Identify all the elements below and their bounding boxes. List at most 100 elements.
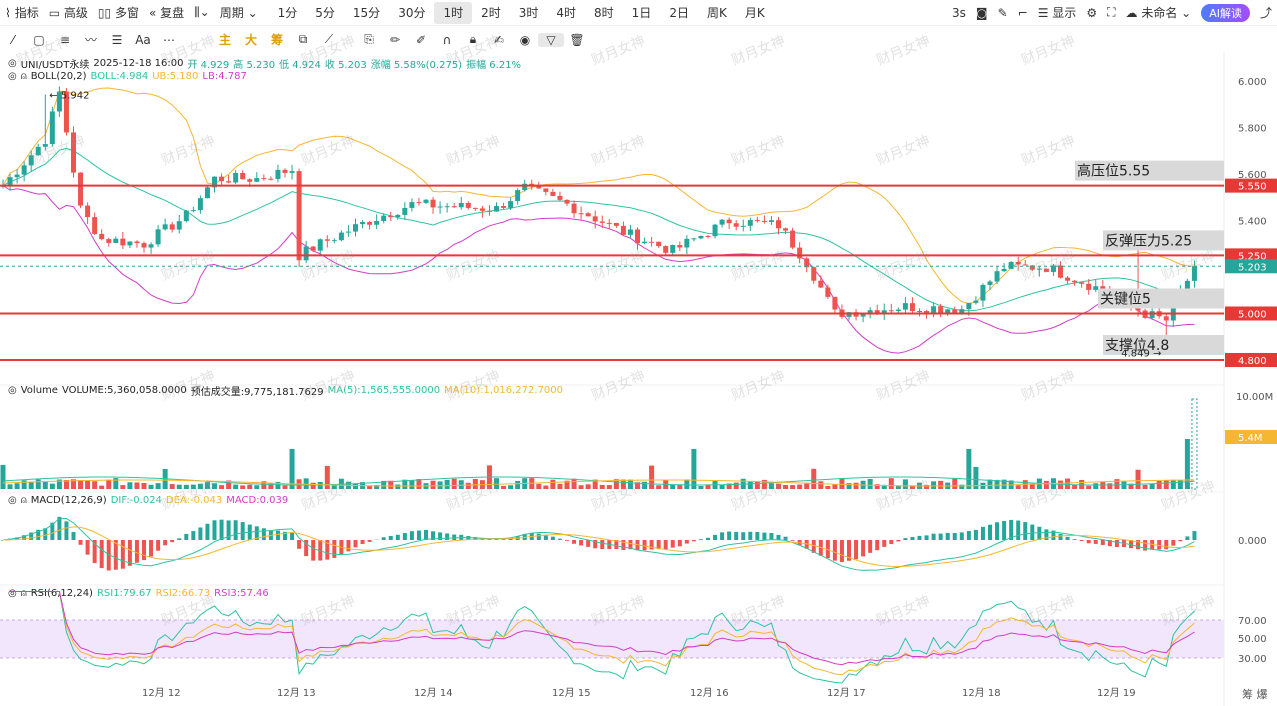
pencil-icon[interactable]: ✏ xyxy=(389,32,401,47)
advanced-button[interactable]: ▭ 高级 xyxy=(44,2,93,24)
main-force-button[interactable]: 主 xyxy=(218,33,231,47)
candle-body xyxy=(444,206,450,208)
interval-tab[interactable]: 2时 xyxy=(481,6,501,20)
interval-tab[interactable]: 1日 xyxy=(631,6,652,20)
candle-body xyxy=(21,165,27,175)
display-button[interactable]: ☰ 显示 xyxy=(1033,2,1082,24)
pen-icon[interactable]: ✎ xyxy=(997,5,1008,20)
interval-tab[interactable]: 2日 xyxy=(669,6,689,20)
candle-body xyxy=(437,206,443,208)
interval-tab[interactable]: 15分 xyxy=(352,6,381,20)
candle-body xyxy=(176,221,182,230)
interval-tab[interactable]: 4时 xyxy=(556,6,577,20)
chart-type-button[interactable]: ⫼⌄ xyxy=(189,2,215,24)
trash-icon[interactable]: 🗑︎ xyxy=(569,32,585,47)
volume-bar xyxy=(134,482,140,489)
chip-button[interactable]: 筹 xyxy=(270,33,283,47)
eye-icon[interactable]: ◎ xyxy=(8,71,17,82)
volume-bar xyxy=(924,485,930,489)
macd-bar xyxy=(43,528,48,540)
eye-icon[interactable]: ◎ xyxy=(8,58,17,69)
cloud-save-button[interactable]: ☁ 未命名 ⌄ xyxy=(1125,5,1192,21)
eye-icon[interactable]: ◎ xyxy=(8,495,17,506)
camera-icon[interactable]: ◙ xyxy=(975,5,988,20)
interval-tab[interactable]: 3时 xyxy=(518,6,539,20)
indicator-button[interactable]: ⌇ 指标 xyxy=(0,2,44,24)
interval-tab[interactable]: 周K xyxy=(706,6,727,20)
volume-bar xyxy=(35,479,41,489)
candle-body xyxy=(564,199,570,204)
eye-icon[interactable]: ◉ xyxy=(519,32,531,47)
period-dropdown[interactable]: 周期 ⌄ xyxy=(215,2,263,24)
big-order-button[interactable]: 大 xyxy=(244,33,257,47)
filter-icon[interactable]: ▽ xyxy=(538,32,564,47)
macd-bar xyxy=(1037,526,1042,540)
refresh-rate[interactable]: 3s xyxy=(952,5,966,20)
candle-body xyxy=(162,224,168,230)
text-tool-icon[interactable]: Aa xyxy=(135,32,151,47)
macd-bar xyxy=(656,540,661,550)
candle-body xyxy=(1050,265,1056,272)
chart-canvas[interactable]: 高压位5.55 反弹压力5.25 关键位5 支撑位4.8 6.000 5.800 5.600… xyxy=(0,52,1277,706)
volume-bar xyxy=(176,484,182,489)
eye-icon[interactable]: ◎ xyxy=(8,385,17,396)
brush-icon[interactable]: ✐ xyxy=(415,32,427,47)
bell-icon[interactable]: ⍝ xyxy=(20,495,27,506)
hlines-tool-icon[interactable]: ≡ xyxy=(59,32,71,47)
interval-tab[interactable]: 8时 xyxy=(594,6,614,20)
candle-body xyxy=(677,245,683,248)
ruler-icon[interactable]: ⟋ xyxy=(324,32,334,46)
macd-bar xyxy=(1051,530,1056,540)
macd-bar xyxy=(762,532,767,540)
candle-body xyxy=(1022,264,1028,266)
share-icon[interactable]: ⤴ xyxy=(1259,6,1272,20)
line-tool-icon[interactable]: ⁄ xyxy=(11,32,14,47)
macd-bar xyxy=(1086,540,1091,544)
lock-icon[interactable]: 🔒︎ xyxy=(469,32,477,46)
candle-body xyxy=(416,202,422,204)
magnet-icon[interactable]: ∩ xyxy=(442,32,452,47)
fullscreen-window-icon[interactable]: ⌐ xyxy=(1017,5,1028,20)
fib-tool-icon[interactable]: ☰ xyxy=(111,32,123,47)
more-tools-icon[interactable]: ⋯ xyxy=(163,32,175,47)
bell-icon[interactable]: ⍝ xyxy=(20,71,27,82)
interval-tab[interactable]: 1分 xyxy=(277,6,298,20)
rsi3-line xyxy=(10,591,1195,666)
interval-tab[interactable]: 5分 xyxy=(315,6,335,20)
chevron-down-icon: ⌄ xyxy=(247,5,258,20)
candle-body xyxy=(747,220,753,226)
wave-tool-icon[interactable]: 〰 xyxy=(84,33,97,47)
replay-button[interactable]: « 复盘 xyxy=(144,2,189,24)
macd-bar xyxy=(311,540,316,561)
macd-bar xyxy=(332,540,337,558)
bell-icon[interactable]: ⍝ xyxy=(20,588,27,599)
price-axis-label: 6.000 xyxy=(1238,77,1267,88)
volume-bar xyxy=(754,481,760,489)
volume-bar xyxy=(613,479,619,489)
candle-body xyxy=(571,203,577,214)
macd-bar xyxy=(1065,536,1070,540)
macd-bar xyxy=(952,533,957,540)
layer-icon[interactable]: ⧉ xyxy=(298,32,308,46)
macd-bar xyxy=(1100,540,1105,545)
interval-tab[interactable]: 1时 xyxy=(434,1,473,24)
volume-bar xyxy=(254,485,260,489)
price-tag-label: 5.550 xyxy=(1238,182,1267,193)
interval-tab[interactable]: 30分 xyxy=(398,6,426,20)
rect-tool-icon[interactable]: ▢ xyxy=(33,32,45,47)
macd-bar xyxy=(149,540,154,557)
expand-icon[interactable]: ⛶ xyxy=(1107,5,1116,19)
multi-window-button[interactable]: ▯▯ 多窗 xyxy=(93,2,144,24)
copy-icon[interactable]: ⎘ xyxy=(364,32,374,46)
volume-current-tag-bg xyxy=(1225,430,1277,444)
ai-button[interactable]: AI解读 xyxy=(1201,3,1250,22)
candle-body xyxy=(881,310,887,315)
candle-body xyxy=(698,235,704,239)
volume-bar xyxy=(606,485,612,489)
edit-icon[interactable]: ✍ xyxy=(493,32,505,47)
eye-icon[interactable]: ◎ xyxy=(8,588,17,599)
settings-icon[interactable]: ⚙ xyxy=(1086,5,1098,20)
macd-bar xyxy=(1164,540,1169,550)
interval-tab[interactable]: 月K xyxy=(744,6,765,20)
macd-legend: ◎ ⍝ MACD(12,26,9) DIF:-0.024 DEA:-0.043 … xyxy=(8,495,288,506)
